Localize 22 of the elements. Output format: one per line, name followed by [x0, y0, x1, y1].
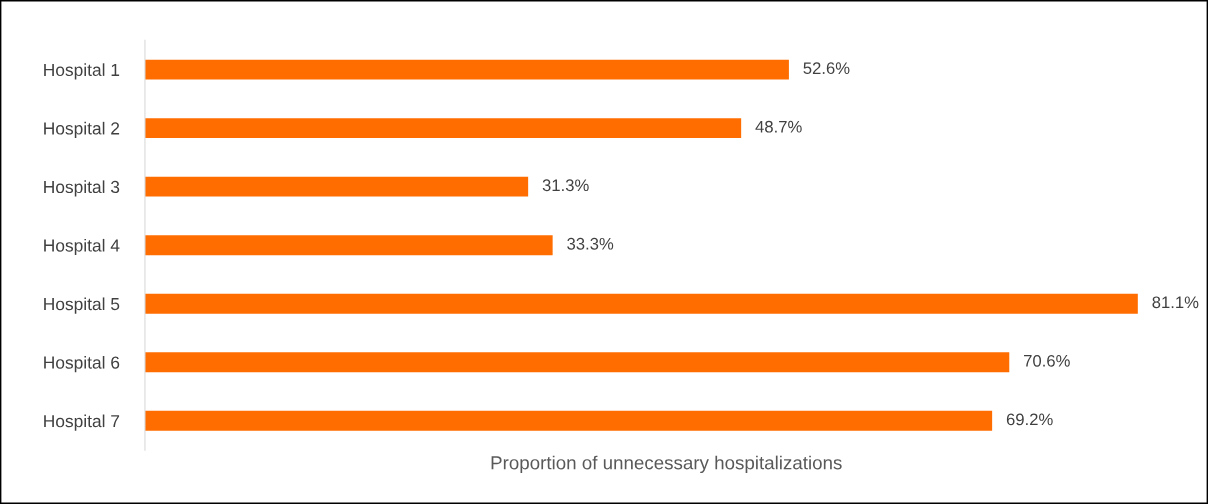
data-label: 52.6%: [803, 62, 850, 75]
bar: [144, 59, 789, 80]
data-label: 48.7%: [755, 120, 802, 133]
y-tick-label: Hospital 2: [44, 121, 120, 139]
y-tick-label: Hospital 5: [44, 297, 120, 314]
data-label: 70.6%: [1024, 354, 1070, 367]
y-tick-label: Hospital 7: [44, 414, 120, 431]
bar: [144, 293, 1138, 314]
bar: [144, 235, 553, 256]
y-tick-label: Hospital 3: [44, 180, 120, 197]
bar: [144, 410, 993, 431]
bar: [144, 352, 1010, 373]
x-axis-title: Proportion of unnecessary hospitalizations: [491, 455, 842, 474]
data-label: 69.2%: [1006, 413, 1053, 426]
y-tick-label: Hospital 4: [44, 238, 120, 256]
data-label: 31.3%: [542, 179, 589, 192]
y-tick-label: Hospital 6: [44, 355, 120, 373]
data-label: 33.3%: [567, 237, 614, 250]
bar: [144, 118, 742, 139]
data-label: 81.1%: [1152, 296, 1199, 309]
bar: [144, 176, 529, 197]
y-tick-label: Hospital 1: [44, 63, 120, 80]
